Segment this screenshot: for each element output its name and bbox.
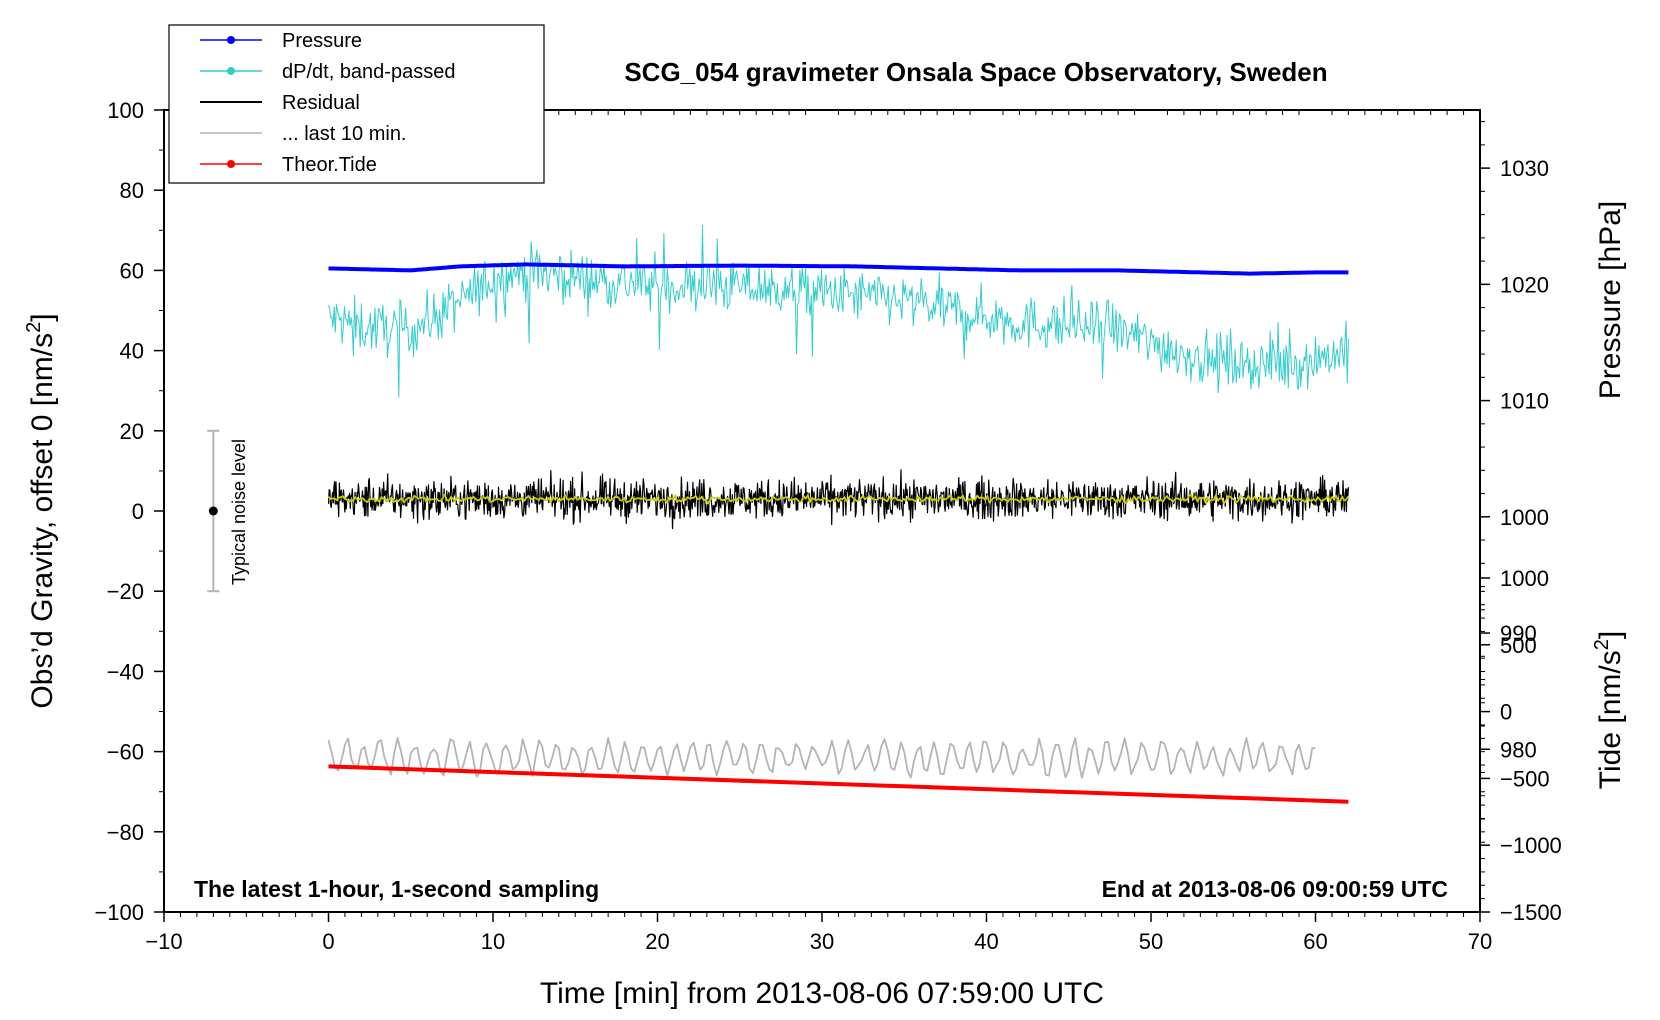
residual-line [327, 469, 1349, 530]
x-tick-label: 50 [1139, 929, 1163, 954]
x-tick-label: 20 [645, 929, 669, 954]
legend-label: Theor.Tide [282, 154, 377, 176]
legend-label: dP/dt, band-passed [282, 61, 455, 83]
x-tick-label: 10 [481, 929, 505, 954]
residual-smoothed-line [327, 493, 1350, 505]
theor-tide-line [328, 764, 1349, 804]
tide-tick-label: −1500 [1500, 900, 1562, 925]
tide-axis-title: Tide [nm/s2] [1591, 631, 1627, 789]
pressure-tick-label: 990 [1500, 621, 1537, 646]
legend-box [168, 24, 545, 184]
pressure-tick-label: 1010 [1500, 389, 1549, 414]
pressure-axis-title: Pressure [hPa] [1594, 201, 1627, 399]
y-tick-label: −100 [94, 900, 144, 925]
pressure-tick-label: 1030 [1500, 156, 1549, 181]
x-tick-label: 70 [1468, 929, 1492, 954]
legend-label: Residual [282, 92, 360, 114]
last-10-min-line [327, 737, 1316, 779]
x-tick-label: 40 [974, 929, 998, 954]
y-tick-label: 100 [107, 98, 144, 123]
x-tick-label: 60 [1303, 929, 1327, 954]
y-tick-label: 0 [132, 499, 144, 524]
legend-marker [227, 160, 235, 168]
pressure-tick-label: 980 [1500, 737, 1537, 762]
legend-label: Pressure [282, 30, 362, 52]
legend-label: ... last 10 min. [282, 123, 407, 145]
x-tick-label: 0 [322, 929, 334, 954]
tide-tick-label: −1000 [1500, 833, 1562, 858]
end-time-annotation: End at 2013-08-06 09:00:59 UTC [1102, 876, 1448, 902]
x-tick-label: −10 [145, 929, 182, 954]
legend-marker [227, 67, 235, 75]
tide-tick-label: 0 [1500, 700, 1512, 725]
tide-tick-label: 1000 [1500, 566, 1549, 591]
y-tick-label: 20 [120, 419, 144, 444]
legend: Pressure dP/dt, band-passed Residual ... la… [168, 24, 545, 184]
pressure-tick-label: 1000 [1500, 505, 1549, 530]
y-tick-label: 40 [120, 339, 144, 364]
x-axis-title: Time [min] from 2013-08-06 07:59:00 UTC [540, 977, 1104, 1010]
x-tick-label: 30 [810, 929, 834, 954]
y-tick-label: −20 [107, 579, 144, 604]
noise-level-indicator [207, 429, 220, 593]
tide-tick-label: 500 [1500, 633, 1537, 658]
pressure-tick-label: 1020 [1500, 272, 1549, 297]
y-tick-label: 60 [120, 258, 144, 283]
y-tick-label: −40 [107, 659, 144, 684]
pressure-line [328, 262, 1349, 276]
y-axis-title: Obs’d Gravity, offset 0 [nm/s2] [23, 313, 59, 708]
dpdt-line [328, 224, 1349, 398]
noise-center-dot [208, 506, 218, 516]
chart-title: SCG_054 gravimeter Onsala Space Observat… [624, 57, 1327, 87]
legend-marker [227, 36, 235, 44]
y-tick-label: 80 [120, 178, 144, 203]
tide-tick-label: −500 [1500, 766, 1550, 791]
noise-level-label: Typical noise level [229, 439, 249, 585]
sampling-annotation: The latest 1-hour, 1-second sampling [194, 876, 599, 902]
y-tick-label: −80 [107, 820, 144, 845]
y-tick-label: −60 [107, 740, 144, 765]
